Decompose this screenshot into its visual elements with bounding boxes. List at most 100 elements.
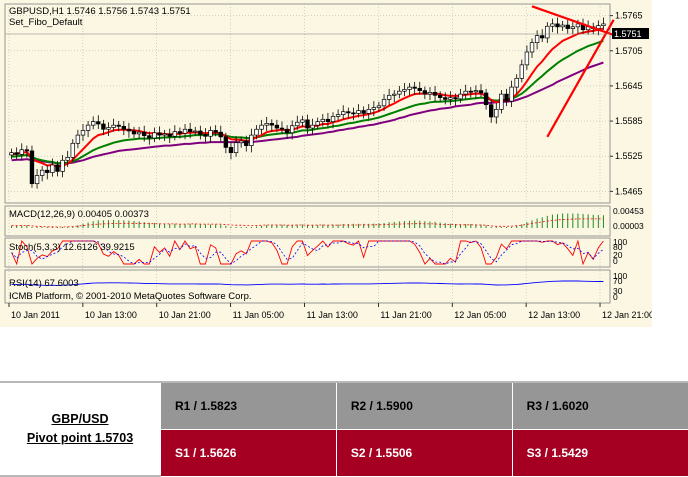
trendlines bbox=[531, 5, 615, 138]
candle-body bbox=[75, 134, 81, 144]
chart-template: Set_Fibo_Default bbox=[9, 17, 83, 28]
candle-body bbox=[177, 131, 183, 134]
time-tick-label: 11 Jan 13:00 bbox=[307, 310, 358, 320]
candle-body bbox=[448, 97, 453, 100]
price-axis: 1.5765 1.5705 1.5645 1.5585 1.5525 1.5465 bbox=[610, 11, 643, 196]
candle-body bbox=[381, 99, 387, 107]
candle-body bbox=[152, 132, 157, 139]
candle-body bbox=[346, 111, 351, 114]
candle-body bbox=[504, 93, 509, 102]
candle-body bbox=[167, 133, 172, 137]
indicator-tick-label: 0.00003 bbox=[613, 221, 644, 231]
candle-body bbox=[555, 23, 560, 28]
candle-body bbox=[330, 116, 336, 122]
candle-body bbox=[601, 23, 606, 27]
candle-body bbox=[147, 135, 152, 139]
candle-body bbox=[524, 51, 530, 66]
time-tick-label: 11 Jan 05:00 bbox=[233, 310, 284, 320]
candle-body bbox=[131, 130, 137, 135]
candle-body bbox=[34, 175, 40, 185]
candle-body bbox=[473, 90, 479, 93]
macd-histogram bbox=[11, 213, 604, 228]
time-tick-label: 11 Jan 21:00 bbox=[380, 310, 431, 320]
candle-body bbox=[412, 86, 417, 89]
candle-body bbox=[320, 118, 325, 122]
candle-body bbox=[142, 131, 147, 137]
pair-label: GBP/USD bbox=[51, 412, 109, 426]
candle-body bbox=[514, 77, 519, 88]
candle-body bbox=[60, 159, 65, 172]
grid-lines bbox=[5, 4, 610, 303]
stoch-signal-line bbox=[11, 240, 604, 265]
pivot-label: Pivot point 1.5703 bbox=[26, 431, 134, 445]
trendline bbox=[531, 5, 615, 37]
price-panel bbox=[4, 3, 611, 204]
candle-body bbox=[264, 123, 269, 126]
candle-body bbox=[19, 149, 24, 155]
price-tick-label: 1.5465 bbox=[615, 186, 643, 196]
candle-body bbox=[106, 127, 111, 130]
candle-body bbox=[489, 104, 494, 118]
chart-title: GBPUSD,H1 1.5746 1.5756 1.5743 1.5751 bbox=[9, 6, 191, 17]
r3-cell: R3 / 1.6020 bbox=[511, 381, 688, 430]
candle-body bbox=[96, 121, 101, 125]
candle-body bbox=[325, 118, 331, 122]
candle-body bbox=[238, 140, 244, 144]
candle-body bbox=[80, 130, 86, 136]
candle-body bbox=[162, 133, 167, 136]
candle-body bbox=[85, 124, 91, 131]
candle-body bbox=[101, 123, 106, 130]
indicator-tick-label: 100 bbox=[613, 237, 627, 247]
indicator-tick-label: 30 bbox=[613, 286, 623, 296]
time-tick-label: 12 Jan 21:00 bbox=[602, 310, 652, 320]
candle-body bbox=[483, 92, 489, 106]
candle-body bbox=[335, 114, 341, 117]
candle-body bbox=[111, 124, 116, 128]
candle-body bbox=[575, 23, 581, 28]
rsi-line bbox=[11, 280, 604, 286]
candle-body bbox=[295, 121, 300, 127]
trading-chart: 1.5751 GBPUSD,H1 1.5746 1.5756 1.5743 1.… bbox=[0, 0, 652, 327]
candle-body bbox=[550, 23, 555, 27]
candle-body bbox=[14, 152, 19, 155]
candle-body bbox=[305, 119, 310, 129]
current-price-tag bbox=[612, 28, 649, 39]
candle-body bbox=[208, 130, 213, 137]
candle-body bbox=[300, 119, 305, 123]
candle-body bbox=[529, 42, 535, 53]
price-tick-label: 1.5585 bbox=[615, 116, 643, 126]
candle-body bbox=[279, 127, 285, 130]
current-price-label: 1.5751 bbox=[614, 29, 642, 39]
candle-body bbox=[437, 94, 443, 98]
indicator-tick-label: 0 bbox=[613, 292, 618, 302]
candle-body bbox=[397, 90, 402, 95]
candle-body bbox=[269, 123, 274, 126]
candle-body bbox=[432, 92, 438, 96]
rsi-label: RSI(14) 67.6003 bbox=[9, 278, 79, 289]
candle-body bbox=[351, 112, 356, 115]
candle-body bbox=[361, 110, 366, 114]
candle-body bbox=[126, 128, 132, 132]
candle-body bbox=[228, 147, 234, 154]
candle-body bbox=[182, 128, 188, 134]
stoch-main-line bbox=[11, 239, 604, 266]
candle-body bbox=[341, 111, 346, 115]
candle-body bbox=[519, 64, 524, 79]
macd-label: MACD(12,26,9) 0.00405 0.00373 bbox=[9, 209, 149, 220]
price-tick-label: 1.5645 bbox=[615, 81, 643, 91]
candle-body bbox=[478, 90, 484, 94]
candle-body bbox=[545, 25, 550, 39]
candle-body bbox=[290, 125, 295, 134]
candle-body bbox=[249, 134, 254, 146]
indicator-tick-label: 80 bbox=[613, 242, 623, 252]
candle-body bbox=[274, 124, 280, 129]
r1-cell: R1 / 1.5823 bbox=[160, 381, 337, 430]
candle-body bbox=[509, 86, 514, 102]
r2-cell: R2 / 1.5900 bbox=[335, 381, 513, 430]
candle-body bbox=[376, 105, 382, 108]
candle-body bbox=[70, 142, 75, 158]
time-tick-label: 10 Jan 13:00 bbox=[85, 310, 137, 320]
time-axis: 10 Jan 2011 10 Jan 13:00 10 Jan 21:00 11 Ja… bbox=[8, 303, 652, 320]
candle-body bbox=[198, 130, 203, 135]
